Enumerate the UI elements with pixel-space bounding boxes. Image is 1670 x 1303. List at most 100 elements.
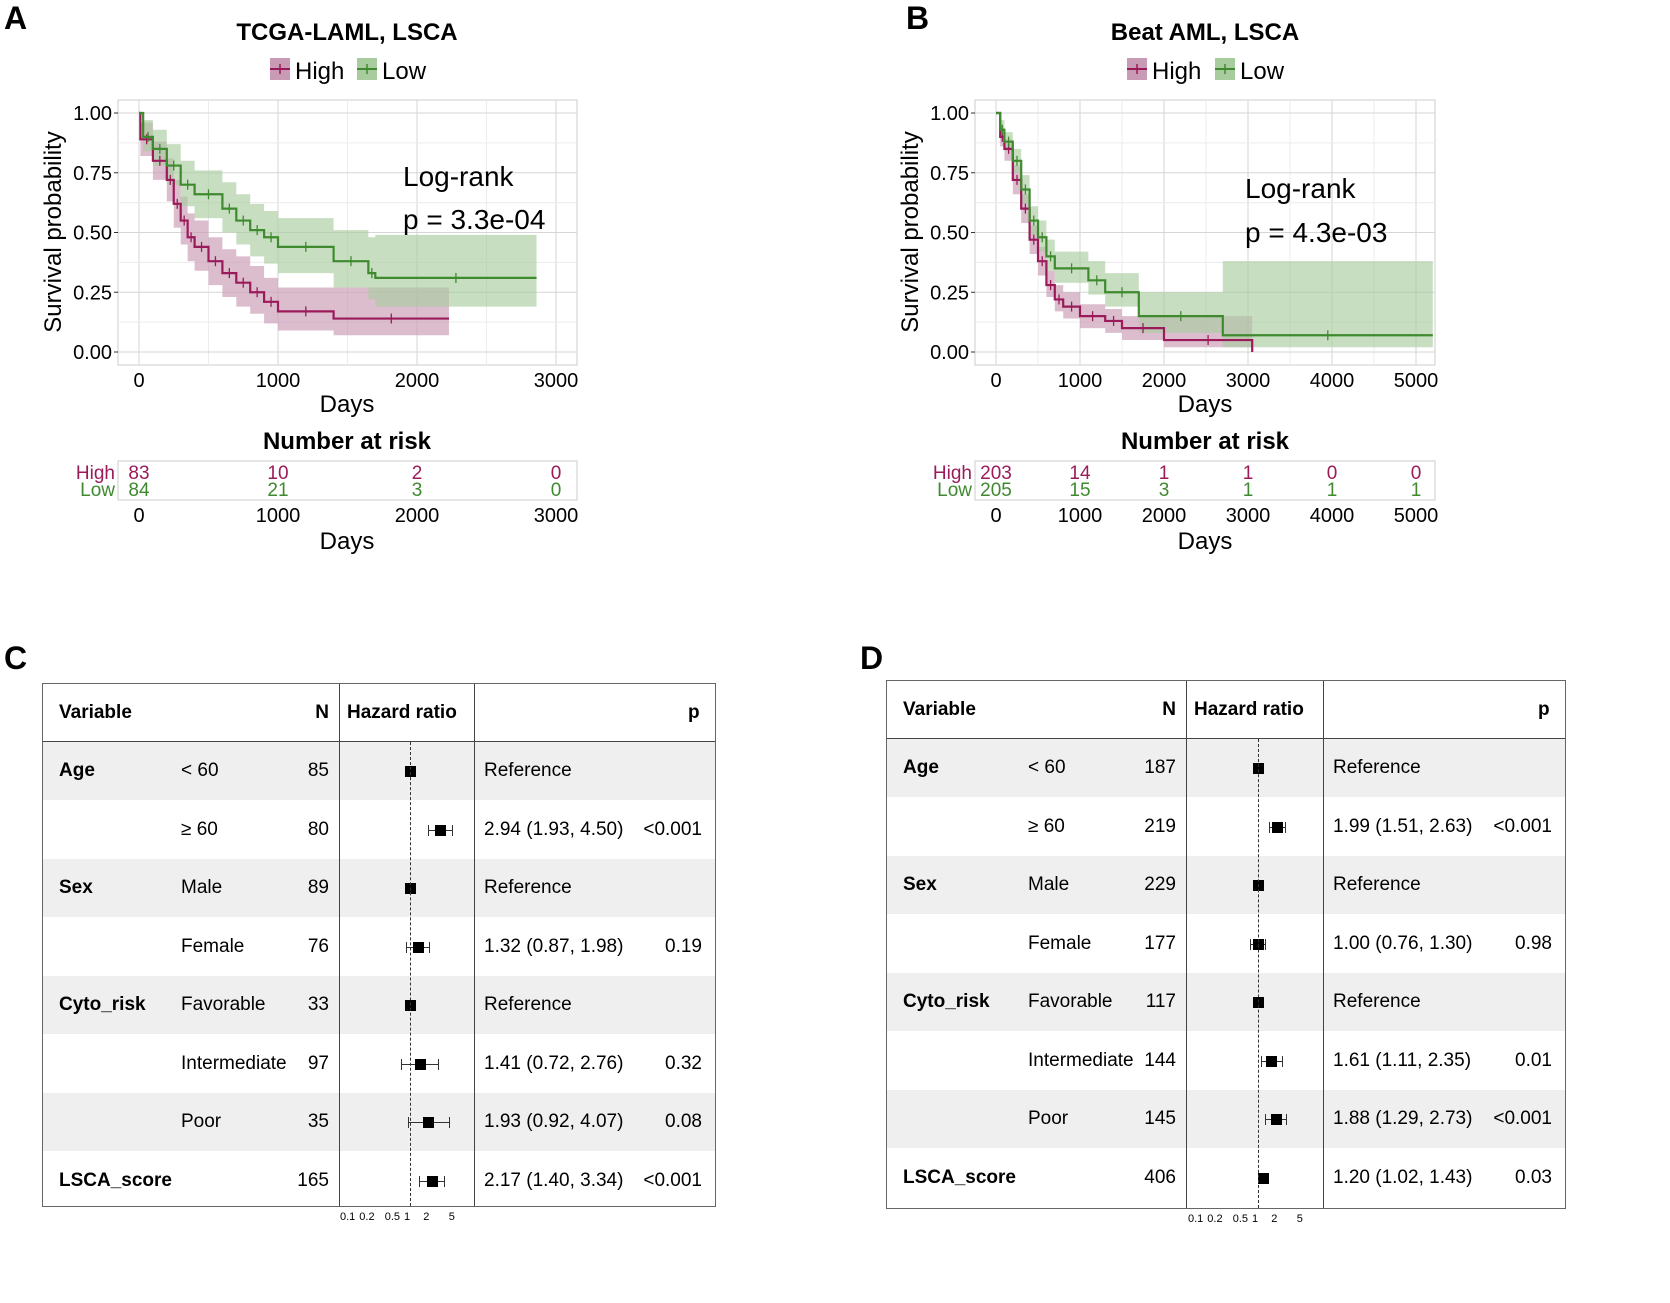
panel-label-b: B bbox=[906, 0, 930, 36]
risk-count: 3 bbox=[1159, 480, 1170, 501]
y-tick-label: 0.25 bbox=[73, 282, 112, 304]
sample-count: 229 bbox=[1144, 874, 1176, 895]
variable-level: Male bbox=[181, 877, 223, 898]
risk-count: 10 bbox=[267, 463, 288, 484]
hazard-ratio-point bbox=[412, 941, 424, 953]
risk-count: 1 bbox=[1159, 463, 1170, 484]
forest-row: Cyto_risk Favorable 117 Reference bbox=[887, 973, 1565, 1031]
hazard-ratio-point bbox=[426, 1175, 438, 1187]
risk-count: 1 bbox=[1243, 463, 1254, 484]
hazard-ratio-estimate: 1.93 (0.92, 4.07) bbox=[484, 1111, 624, 1132]
x-tick-label: 3000 bbox=[1226, 370, 1271, 392]
p-value: <0.001 bbox=[1493, 815, 1552, 837]
risk-x-tick-label: 2000 bbox=[1142, 505, 1187, 527]
variable-name: Age bbox=[903, 757, 939, 778]
variable-level: Female bbox=[1028, 932, 1092, 954]
risk-x-axis-label: Days bbox=[1178, 528, 1233, 555]
hazard-ratio-estimate: 2.94 (1.93, 4.50) bbox=[484, 818, 624, 840]
y-tick-label: 0.75 bbox=[930, 163, 969, 185]
header-variable: Variable bbox=[59, 701, 132, 723]
x-tick-label: 0 bbox=[133, 370, 144, 392]
variable-level: ≥ 60 bbox=[1028, 815, 1065, 837]
hazard-ratio-estimate: 1.88 (1.29, 2.73) bbox=[1333, 1108, 1473, 1129]
logrank-p-value: p = 4.3e-03 bbox=[1245, 217, 1387, 248]
forest-row: ≥ 60 219 1.99 (1.51, 2.63) <0.001 bbox=[887, 798, 1565, 856]
risk-x-tick-label: 1000 bbox=[256, 505, 301, 527]
variable-name: Cyto_risk bbox=[903, 991, 990, 1012]
ci-cap-low bbox=[419, 1175, 421, 1187]
forest-row: Intermediate 144 1.61 (1.11, 2.35) 0.01 bbox=[887, 1032, 1565, 1090]
forest-row: Intermediate 97 1.41 (0.72, 2.76) 0.32 bbox=[43, 1035, 715, 1093]
legend-label-low: Low bbox=[1240, 58, 1285, 85]
risk-table-title: Number at risk bbox=[263, 428, 432, 455]
hazard-ratio-estimate: Reference bbox=[1333, 991, 1421, 1012]
y-tick-label: 1.00 bbox=[73, 103, 112, 125]
forest-x-tick-label: 5 bbox=[1296, 1213, 1303, 1225]
variable-level: Poor bbox=[1028, 1108, 1069, 1129]
legend-label-high: High bbox=[1152, 58, 1201, 85]
forest-x-tick-label: 0.2 bbox=[359, 1211, 375, 1223]
risk-row-label: High bbox=[933, 463, 972, 484]
forest-x-tick-label: 5 bbox=[448, 1211, 455, 1223]
x-tick-label: 5000 bbox=[1394, 370, 1439, 392]
p-value: 0.98 bbox=[1515, 932, 1552, 954]
x-axis-label: Days bbox=[320, 391, 375, 418]
y-tick-label: 0.50 bbox=[930, 223, 969, 245]
y-tick-label: 1.00 bbox=[930, 103, 969, 125]
risk-count: 0 bbox=[1327, 463, 1338, 484]
risk-count: 0 bbox=[551, 463, 562, 484]
forest-x-tick-label: 1 bbox=[404, 1211, 411, 1223]
y-tick-label: 0.00 bbox=[930, 342, 969, 364]
variable-name: LSCA_score bbox=[59, 1169, 172, 1191]
survival-curve-high bbox=[996, 111, 1254, 352]
forest-x-tick-label: 0.1 bbox=[1188, 1213, 1204, 1225]
hazard-ratio-estimate: Reference bbox=[484, 877, 572, 898]
x-tick-label: 0 bbox=[990, 370, 1001, 392]
forest-row: Sex Male 89 Reference bbox=[43, 859, 715, 917]
forest-row: Sex Male 229 Reference bbox=[887, 856, 1565, 914]
risk-count: 2 bbox=[412, 463, 423, 484]
risk-x-tick-label: 0 bbox=[990, 505, 1001, 527]
forest-x-tick-label: 2 bbox=[1271, 1213, 1278, 1225]
ci-cap-high bbox=[1284, 821, 1286, 833]
ci-band-high bbox=[996, 113, 1253, 352]
risk-count: 1 bbox=[1411, 480, 1422, 501]
forest-plot-d: Variable N Hazard ratio p Age < 60 187 Referenc… bbox=[886, 680, 1566, 1225]
ci-cap-low bbox=[406, 941, 408, 953]
sample-count: 76 bbox=[307, 935, 329, 957]
risk-x-tick-label: 4000 bbox=[1310, 505, 1355, 527]
p-value: 0.03 bbox=[1515, 1166, 1552, 1188]
y-axis-label: Survival probability bbox=[40, 131, 67, 332]
risk-x-axis-label: Days bbox=[320, 528, 375, 555]
sample-count: 89 bbox=[307, 877, 329, 898]
header-n: N bbox=[1162, 698, 1176, 720]
y-tick-label: 0.50 bbox=[73, 223, 112, 245]
forest-x-tick-label: 0.5 bbox=[1232, 1213, 1249, 1225]
hazard-ratio-estimate: 2.17 (1.40, 3.34) bbox=[484, 1169, 624, 1191]
variable-level: Intermediate bbox=[181, 1052, 287, 1074]
header-n: N bbox=[315, 701, 329, 723]
forest-row: Female 76 1.32 (0.87, 1.98) 0.19 bbox=[43, 918, 715, 976]
p-value: 0.32 bbox=[665, 1052, 702, 1074]
column-divider bbox=[339, 684, 340, 1206]
variable-level: Poor bbox=[181, 1111, 222, 1132]
sample-count: 177 bbox=[1144, 932, 1176, 954]
forest-row: Poor 145 1.88 (1.29, 2.73) <0.001 bbox=[887, 1090, 1565, 1148]
forest-row: Age < 60 85 Reference bbox=[43, 742, 715, 800]
y-tick-label: 0.25 bbox=[930, 282, 969, 304]
variable-name: Age bbox=[59, 760, 95, 781]
risk-count: 1 bbox=[1243, 480, 1254, 501]
hazard-ratio-estimate: 1.20 (1.02, 1.43) bbox=[1333, 1166, 1473, 1188]
variable-level: Favorable bbox=[181, 994, 266, 1015]
logrank-label: Log-rank bbox=[1245, 173, 1357, 204]
risk-row-label: Low bbox=[80, 480, 115, 501]
y-axis-label: Survival probability bbox=[897, 131, 924, 332]
forest-row: Cyto_risk Favorable 33 Reference bbox=[43, 976, 715, 1034]
risk-count: 3 bbox=[412, 480, 423, 501]
header-hazard-ratio: Hazard ratio bbox=[1194, 698, 1304, 720]
ci-cap-low bbox=[1250, 938, 1252, 950]
header-hazard-ratio: Hazard ratio bbox=[347, 701, 457, 723]
forest-row: Age < 60 187 Reference bbox=[887, 739, 1565, 797]
